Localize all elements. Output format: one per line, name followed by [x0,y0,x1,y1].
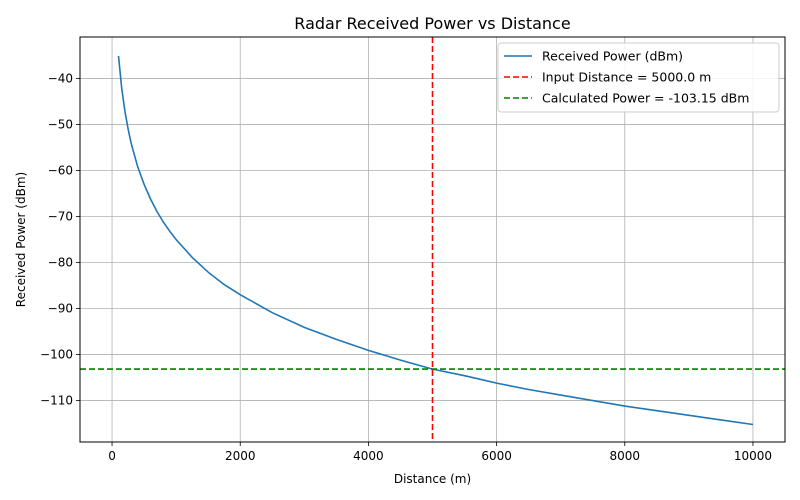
y-tick-label: −70 [48,209,73,223]
legend-entry: Received Power (dBm) [542,49,683,64]
legend-entry: Input Distance = 5000.0 m [542,70,711,85]
x-tick-label: 2000 [225,449,256,463]
legend: Received Power (dBm) Input Distance = 500… [497,42,780,113]
legend-entry: Calculated Power = -103.15 dBm [542,91,749,106]
plot-area [80,37,785,442]
y-tick-label: −40 [48,71,73,85]
x-tick-label: 0 [108,449,116,463]
x-tick-label: 10000 [734,449,772,463]
series-line-received-power [117,55,754,426]
axes-frame [79,36,786,443]
y-tick-label: −50 [48,117,73,131]
y-tick-label: −100 [40,348,73,362]
y-tick-label: −60 [48,163,73,177]
y-tick-label: −80 [48,256,73,270]
y-tick-label: −90 [48,302,73,316]
chart-title: Radar Received Power vs Distance [294,14,570,33]
x-axis-label: Distance (m) [394,472,471,486]
y-axis-label: Received Power (dBm) [14,172,28,307]
x-tick-label: 8000 [609,449,640,463]
x-tick-label: 4000 [353,449,384,463]
legend-box [497,42,780,113]
y-tick-label: −110 [40,394,73,408]
axis-ticks: 0 2000 4000 6000 8000 10000 −110 −100 −90 −80 −70 −… [40,71,772,463]
x-tick-label: 6000 [481,449,512,463]
